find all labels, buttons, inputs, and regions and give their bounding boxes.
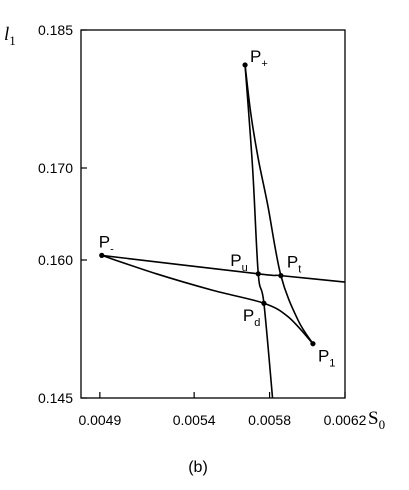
figure-caption: (b) [188, 459, 208, 476]
point-label-Pt: Pt [287, 253, 301, 276]
point-label-sub: + [261, 58, 267, 70]
point-label-sub: 1 [329, 358, 335, 370]
point-label-sub: u [242, 262, 248, 274]
point-marker-Pd [261, 300, 267, 306]
x-axis-label: S0 [368, 408, 385, 432]
point-marker-P- [99, 252, 105, 258]
point-label-base: P [250, 47, 261, 66]
point-label-sub: - [110, 243, 114, 255]
point-marker-P1 [310, 341, 316, 347]
curve-3 [101, 254, 314, 345]
x-axis-ticks: 0.0049 0.0054 0.0058 0.0062 [78, 392, 367, 428]
y-axis-label-sub: 1 [9, 33, 16, 48]
point-label-base: P [230, 251, 241, 270]
point-label-P+: P+ [250, 47, 268, 70]
point-marker-Pu [255, 271, 261, 277]
point-label-P-: P- [99, 232, 114, 255]
point-label-base: P [318, 347, 329, 366]
plot-frame [80, 29, 346, 399]
point-label-Pd: Pd [243, 306, 260, 329]
curve-2 [244, 64, 274, 398]
y-axis-label: l1 [4, 24, 16, 48]
point-marker-Pt [278, 273, 284, 279]
y-tick-label: 0.170 [38, 160, 73, 176]
x-axis-label-sub: 0 [379, 417, 386, 432]
y-axis-ticks: 0.145 0.160 0.170 0.185 [38, 22, 87, 406]
point-label-base: P [287, 253, 298, 272]
x-axis-label-base: S [368, 408, 379, 429]
curve-1 [101, 254, 345, 283]
curve-4 [244, 64, 314, 345]
y-tick-label: 0.145 [38, 390, 73, 406]
point-label-base: P [99, 232, 110, 251]
x-tick-label: 0.0058 [248, 412, 291, 428]
x-tick-label: 0.0054 [173, 412, 216, 428]
y-axis-label-base: l [4, 24, 9, 45]
x-tick-label: 0.0049 [78, 412, 121, 428]
point-label-base: P [243, 306, 254, 325]
curves-layer [101, 64, 345, 398]
point-label-Pu: Pu [230, 251, 247, 274]
point-label-sub: t [298, 264, 301, 276]
point-label-sub: d [254, 317, 260, 329]
point-label-P1: P1 [318, 347, 335, 370]
point-marker-P+ [242, 62, 248, 68]
y-tick-label: 0.185 [38, 22, 73, 38]
y-tick-label: 0.160 [38, 252, 73, 268]
x-tick-label: 0.0062 [324, 412, 367, 428]
